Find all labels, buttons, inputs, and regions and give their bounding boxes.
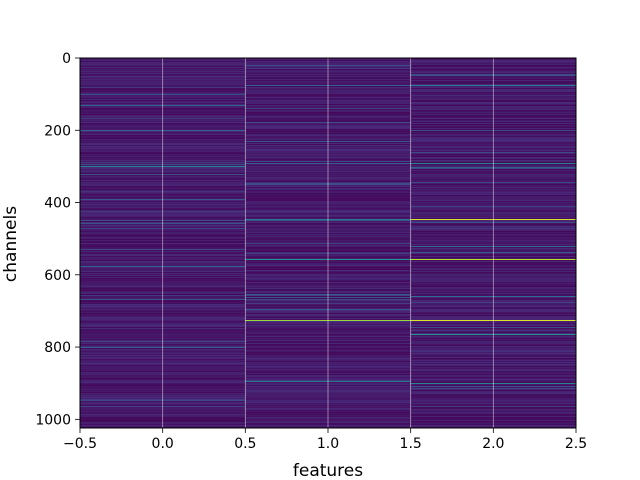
y-tick-label: 800 (44, 340, 71, 356)
y-tick-label: 400 (44, 196, 71, 212)
y-tick-label: 200 (44, 123, 71, 139)
x-tick-label: 0.0 (152, 436, 174, 452)
y-axis-label: channels (1, 206, 21, 282)
x-tick-label: 1.5 (400, 436, 422, 452)
x-tick-label: −0.5 (63, 436, 97, 452)
x-tick-label: 2.5 (565, 436, 587, 452)
y-tick-label: 0 (62, 51, 71, 67)
x-axis-label: features (293, 461, 363, 480)
x-tick-label: 1.0 (317, 436, 339, 452)
x-axis-ticks: −0.5 0.0 0.5 1.0 1.5 2.0 2.5 (63, 428, 587, 452)
x-tick-label: 2.0 (482, 436, 504, 452)
y-tick-label: 600 (44, 268, 71, 284)
y-axis-ticks: 0 200 400 600 800 1000 (35, 51, 80, 428)
x-tick-label: 0.5 (234, 436, 256, 452)
y-tick-label: 1000 (35, 412, 71, 428)
